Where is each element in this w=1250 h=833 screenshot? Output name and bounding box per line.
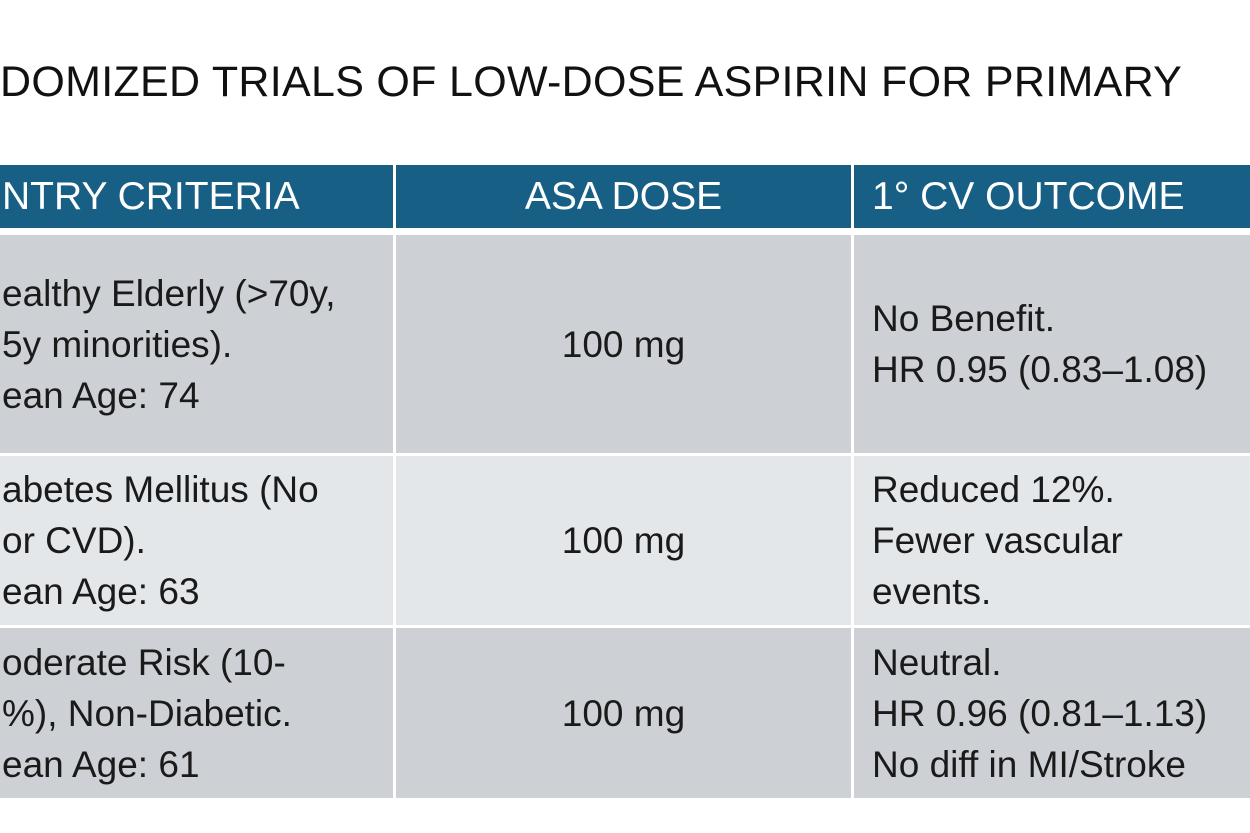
cell-text: No diff in MI/Stroke bbox=[872, 743, 1186, 785]
cell-text: Reduced 12%. bbox=[872, 469, 1115, 510]
cell-text: HR 0.96 (0.81–1.13) bbox=[872, 692, 1208, 734]
table-cell: No Benefit. HR 0.95 (0.83–1.08) bbox=[854, 235, 1250, 453]
cell-text: ealthy Elderly (>70y, bbox=[2, 272, 336, 314]
header-cell: 1° CV OUTCOME bbox=[854, 165, 1250, 228]
table-cell: 100 mg bbox=[396, 456, 851, 625]
cell-text: 100 mg bbox=[561, 692, 686, 734]
table-cell: ealthy Elderly (>70y, 5y minorities). ean … bbox=[0, 235, 393, 453]
cell-text: No Benefit. bbox=[872, 298, 1056, 339]
cell-text: Fewer vascular bbox=[872, 520, 1123, 561]
cell-text: events. bbox=[872, 571, 992, 612]
cell-text: Neutral. bbox=[872, 641, 1002, 683]
cell-text: or CVD). bbox=[2, 520, 146, 561]
table-cell: 100 mg bbox=[396, 628, 851, 798]
cell-text: 100 mg bbox=[561, 323, 686, 365]
cell-text: HR 0.95 (0.83–1.08) bbox=[872, 349, 1208, 390]
header-cell: ASA DOSE bbox=[396, 165, 851, 228]
header-text: 1° CV OUTCOME bbox=[872, 174, 1185, 218]
table-cell: Reduced 12%. Fewer vascular events. bbox=[854, 456, 1250, 625]
header-text: NTRY CRITERIA bbox=[2, 174, 300, 218]
cell-text: %), Non-Diabetic. bbox=[2, 692, 292, 734]
cell-text: 100 mg bbox=[561, 520, 686, 561]
cell-text: 5y minorities). bbox=[2, 323, 233, 365]
slide-title: DOMIZED TRIALS OF LOW-DOSE ASPIRIN FOR P… bbox=[0, 58, 1183, 106]
header-cell: NTRY CRITERIA bbox=[0, 165, 393, 228]
table-cell: oderate Risk (10- %), Non-Diabetic. ean Ag… bbox=[0, 628, 393, 798]
cell-text: abetes Mellitus (No bbox=[2, 469, 319, 510]
cell-text: oderate Risk (10- bbox=[2, 641, 286, 683]
table-cell: 100 mg bbox=[396, 235, 851, 453]
table-cell: abetes Mellitus (No or CVD). ean Age: 63 bbox=[0, 456, 393, 625]
cell-text: ean Age: 63 bbox=[2, 571, 200, 612]
table-cell: Neutral. HR 0.96 (0.81–1.13) No diff in MI… bbox=[854, 628, 1250, 798]
header-text: ASA DOSE bbox=[524, 174, 723, 218]
cell-text: ean Age: 74 bbox=[2, 374, 200, 416]
cell-text: ean Age: 61 bbox=[2, 743, 200, 785]
